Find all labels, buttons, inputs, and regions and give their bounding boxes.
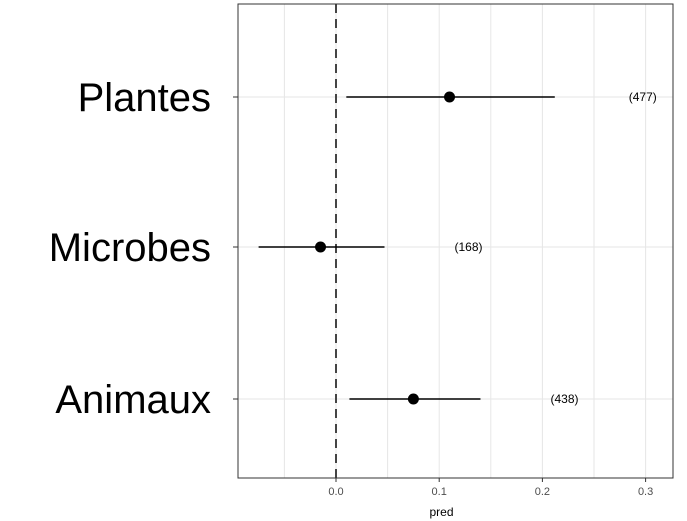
point-estimate — [315, 241, 327, 253]
data-marks: (477) (168) (438) — [258, 90, 657, 406]
category-label: Animaux — [55, 378, 211, 422]
count-label: (477) — [629, 90, 657, 104]
category-label: Plantes — [78, 76, 211, 120]
x-tick-label: 0.1 — [432, 486, 447, 498]
category-labels: Plantes Microbes Animaux — [49, 76, 238, 422]
panel-border — [237, 3, 674, 479]
count-label: (438) — [550, 392, 578, 406]
plot-panel — [237, 3, 674, 479]
x-axis-ticks: 0.0 0.1 0.2 0.3 — [328, 478, 653, 498]
point-estimate — [444, 91, 456, 103]
point-estimate — [407, 393, 419, 405]
count-label: (168) — [454, 240, 482, 254]
x-tick-label: 0.3 — [638, 486, 653, 498]
x-tick-label: 0.2 — [535, 486, 550, 498]
x-tick-label: 0.0 — [328, 486, 343, 498]
category-label: Microbes — [49, 226, 211, 270]
x-axis-title: pred — [429, 505, 453, 519]
